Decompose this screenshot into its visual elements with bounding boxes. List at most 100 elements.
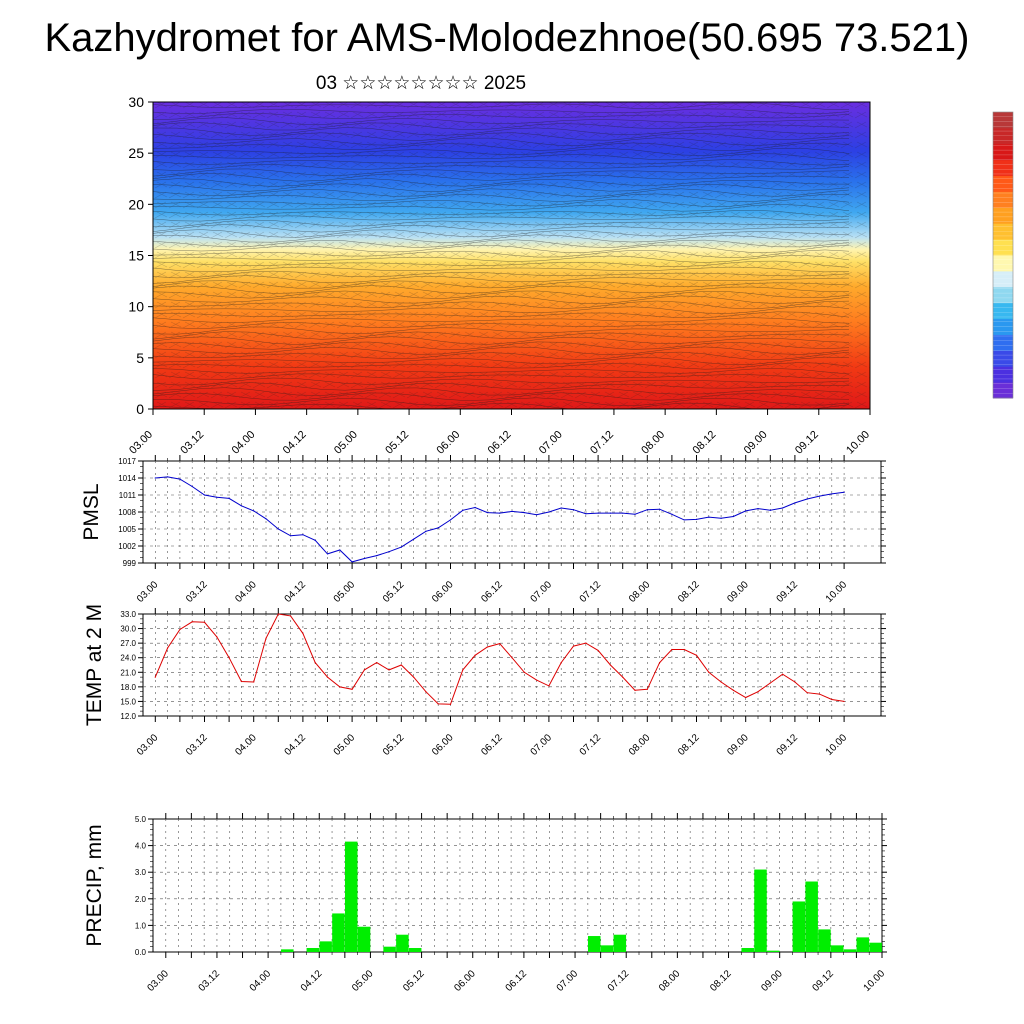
temp-panel: 12.0 15.0 18.0 21.0 24.0 27.0 30.0 33.0 03.00 03.… [83, 604, 886, 758]
cs-y-tick-label: 25 [128, 145, 144, 161]
plot-frame [152, 818, 883, 953]
data-point [609, 512, 612, 514]
y-tick-label: 1005 [118, 525, 136, 534]
data-point [191, 621, 193, 623]
data-point [831, 698, 833, 701]
x-tick-label: 04.12 [283, 732, 309, 758]
data-point [548, 511, 550, 513]
data-point [536, 514, 538, 516]
x-tick-label: 05.12 [381, 579, 407, 605]
colorbar-swatch [993, 286, 1013, 304]
data-point [560, 661, 562, 664]
data-point [486, 511, 488, 514]
x-tick-label: 08.00 [627, 579, 653, 605]
x-tick-label: 08.12 [676, 732, 702, 758]
data-point [659, 661, 661, 664]
y-tick-label: 30.0 [120, 625, 136, 634]
data-point [634, 689, 636, 691]
data-point [732, 689, 735, 691]
x-tick-label: 06.00 [430, 732, 456, 758]
data-point [265, 518, 267, 520]
data-point [622, 676, 624, 678]
data-point [708, 516, 710, 518]
x-tick-label: 06.00 [430, 579, 456, 605]
data-point [548, 685, 550, 687]
x-tick-label: 04.00 [248, 968, 274, 994]
data-point [732, 515, 735, 518]
data-point [646, 688, 648, 690]
colorbar-swatch [993, 255, 1013, 272]
data-point [437, 527, 439, 529]
data-point [597, 512, 599, 514]
precip-panel: 0.0 1.0 2.0 3.0 4.0 5.0 03.00 03.12 04.00 04.12 05… [83, 813, 887, 994]
chart-subtitle: 03 ☆☆☆☆☆☆☆☆ 2025 [315, 73, 527, 94]
colorbar-swatch [993, 207, 1013, 224]
colorbar-swatch [993, 334, 1013, 351]
precip-bar [792, 901, 806, 952]
data-point [388, 669, 390, 671]
cs-x-tick-label: 03.12 [178, 429, 206, 457]
cs-x-tick-label: 05.12 [383, 429, 411, 457]
cs-y-tick-label: 15 [128, 248, 144, 264]
data-point [216, 636, 218, 638]
data-point [474, 654, 476, 656]
y-tick-label: 1008 [118, 508, 136, 517]
x-tick-label: 06.00 [452, 968, 478, 994]
x-tick-label: 08.12 [676, 579, 702, 605]
x-tick-label: 10.00 [824, 732, 850, 758]
x-tick-label: 09.00 [759, 968, 785, 994]
data-point [769, 682, 771, 684]
precip-bar [767, 950, 780, 952]
precip-bar [754, 869, 767, 952]
precip-bar [587, 936, 601, 952]
x-tick-label: 04.00 [233, 579, 259, 605]
x-tick-label: 04.12 [299, 968, 325, 994]
data-point [794, 502, 796, 504]
cs-y-tick-label: 5 [136, 350, 144, 366]
data-point [339, 686, 341, 688]
precip-bar [818, 929, 831, 952]
x-tick-label: 09.12 [775, 732, 801, 758]
y-tick-label: 1.0 [135, 921, 147, 930]
data-point [376, 661, 378, 664]
data-point [191, 485, 193, 488]
data-point [523, 671, 525, 673]
data-point [597, 649, 599, 652]
data-point [695, 518, 698, 520]
data-point [585, 513, 587, 515]
wind-barbs [153, 102, 870, 409]
data-point [831, 493, 833, 495]
data-point [585, 642, 587, 644]
data-point [290, 535, 292, 537]
data-point [179, 478, 181, 480]
cs-x-tick-label: 09.12 [793, 429, 821, 457]
y-tick-label: 21.0 [120, 668, 136, 677]
x-tick-label: 03.00 [135, 732, 161, 758]
data-point [622, 512, 624, 514]
data-point [671, 648, 673, 651]
data-point [154, 477, 156, 479]
cross-section-panel: 0 5 10 15 20 25 30 03.00 03.12 04.00 04.12 05.00 05.… [127, 94, 872, 457]
data-point [351, 561, 353, 563]
y-tick-label: 1017 [118, 457, 136, 466]
data-point [745, 510, 747, 512]
data-point [818, 495, 821, 497]
y-tick-label: 1014 [118, 474, 136, 483]
data-point [388, 551, 390, 553]
data-point [413, 676, 415, 678]
cs-x-tick-label: 03.00 [127, 429, 155, 457]
precip-bar [306, 948, 320, 952]
data-point [425, 530, 427, 532]
data-point [437, 703, 439, 705]
x-tick-label: 05.00 [332, 732, 358, 758]
precip-bar [408, 948, 422, 952]
cs-x-tick-label: 04.00 [230, 429, 258, 457]
y-tick-label: 2.0 [135, 895, 147, 904]
data-point [228, 657, 230, 659]
data-point [425, 691, 427, 693]
y-tick-label: 5.0 [135, 815, 147, 824]
cs-x-tick-label: 08.00 [639, 429, 667, 457]
x-tick-label: 10.00 [862, 968, 888, 994]
x-tick-label: 03.00 [145, 968, 171, 994]
precip-bar [344, 841, 358, 952]
